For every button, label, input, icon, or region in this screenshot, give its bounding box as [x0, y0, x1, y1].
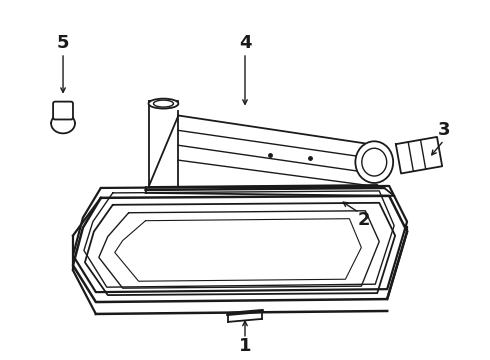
- Text: 5: 5: [57, 34, 69, 52]
- Text: 3: 3: [438, 121, 450, 139]
- Text: 1: 1: [239, 337, 251, 355]
- Ellipse shape: [51, 113, 75, 133]
- Text: 2: 2: [358, 211, 370, 229]
- Ellipse shape: [148, 99, 178, 109]
- FancyBboxPatch shape: [53, 102, 73, 120]
- Text: 4: 4: [239, 34, 251, 52]
- Ellipse shape: [355, 141, 393, 183]
